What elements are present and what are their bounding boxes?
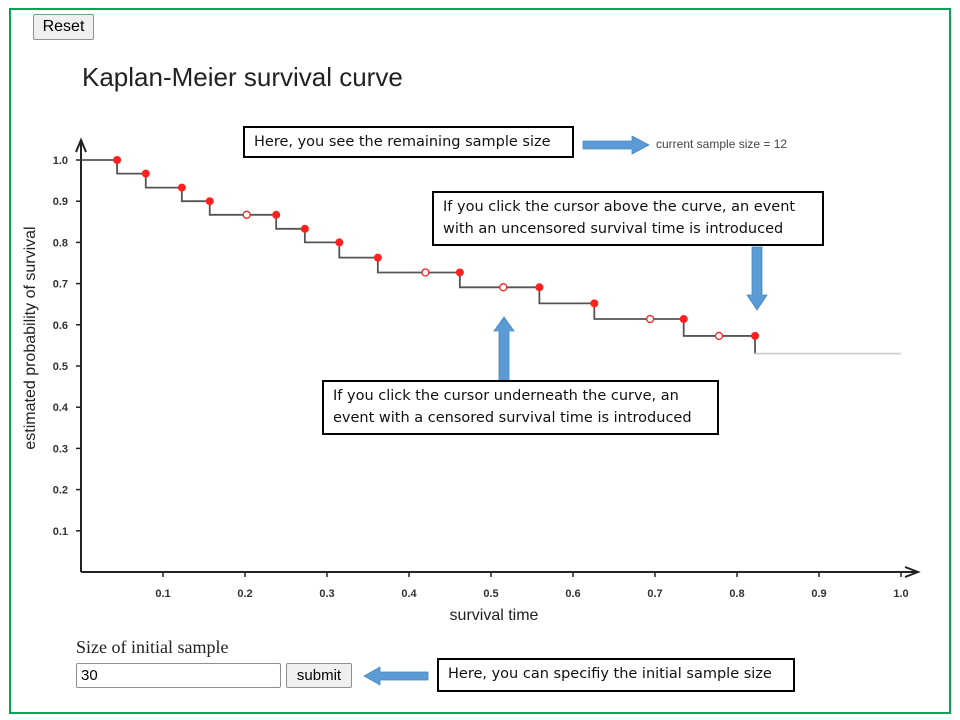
- uncensored-event-marker: [455, 268, 464, 277]
- down-arrow-icon: [746, 246, 768, 311]
- survival-curve: [81, 159, 901, 355]
- y-tick-label: 1.0: [53, 155, 68, 167]
- y-tick-label: 0.8: [53, 237, 68, 249]
- x-tick-label: 0.6: [565, 588, 580, 600]
- y-axis-label: estimated probability of survival: [22, 226, 39, 449]
- y-tick-label: 0.9: [53, 196, 68, 208]
- uncensored-event-marker: [335, 238, 344, 247]
- censored-event-marker: [714, 331, 724, 341]
- y-tick-label: 0.2: [53, 485, 68, 497]
- uncensored-event-marker: [373, 253, 382, 262]
- x-axis-label: survival time: [450, 607, 539, 624]
- censored-event-marker: [421, 268, 430, 277]
- callout-above-curve: If you click the cursor above the curve,…: [432, 191, 824, 246]
- uncensored-event-marker: [751, 331, 760, 340]
- callout-below-curve: If you click the cursor underneath the c…: [322, 380, 719, 435]
- x-tick-label: 0.3: [319, 588, 334, 600]
- initial-sample-input[interactable]: [76, 663, 281, 688]
- uncensored-event-marker: [205, 197, 214, 206]
- y-tick-label: 0.1: [53, 526, 68, 538]
- uncensored-event-marker: [177, 183, 186, 192]
- censored-event-marker: [645, 314, 655, 324]
- y-tick-label: 0.5: [53, 361, 68, 373]
- y-axis-arrowhead-icon: [75, 137, 87, 153]
- up-arrow-icon: [493, 316, 515, 381]
- y-tick-label: 0.7: [53, 279, 68, 291]
- uncensored-event-marker: [300, 224, 309, 233]
- uncensored-event-marker: [679, 315, 688, 324]
- x-tick-label: 0.5: [483, 588, 498, 600]
- uncensored-event-marker: [535, 283, 544, 292]
- x-tick-label: 1.0: [893, 588, 908, 600]
- axes: 0.1 0.2 0.3 0.4 0.5 0.6 0.7 0.8 0.9 1.0 0.1 0.2 0.3 0…: [53, 137, 921, 600]
- current-sample-size: current sample size = 12: [656, 137, 788, 151]
- uncensored-event-marker: [141, 169, 150, 178]
- left-arrow-icon: [363, 666, 429, 686]
- x-tick-label: 0.9: [811, 588, 826, 600]
- uncensored-event-marker: [590, 299, 599, 308]
- x-tick-label: 0.4: [401, 588, 417, 600]
- annotation-arrows: [363, 135, 768, 686]
- chart-title: Kaplan-Meier survival curve: [82, 62, 403, 92]
- app-frame: [9, 8, 951, 714]
- y-tick-label: 0.3: [53, 443, 68, 455]
- callout-initial-size: Here, you can specifiy the initial sampl…: [437, 658, 795, 692]
- x-tick-label: 0.1: [155, 588, 170, 600]
- x-tick-label: 0.8: [729, 588, 744, 600]
- y-tick-label: 0.4: [53, 402, 69, 414]
- event-markers: [113, 156, 760, 341]
- right-arrow-icon: [582, 135, 650, 155]
- x-tick-label: 0.7: [647, 588, 662, 600]
- initial-sample-label: Size of initial sample: [76, 637, 229, 657]
- uncensored-event-marker: [113, 156, 122, 164]
- censored-event-marker: [242, 210, 251, 219]
- x-axis-arrowhead-icon: [904, 566, 921, 578]
- censored-event-marker: [499, 283, 508, 292]
- reset-button[interactable]: Reset: [33, 14, 94, 40]
- y-tick-label: 0.6: [53, 320, 68, 332]
- submit-button[interactable]: submit: [286, 663, 352, 688]
- callout-sample-size: Here, you see the remaining sample size: [243, 126, 574, 158]
- x-tick-label: 0.2: [237, 588, 252, 600]
- uncensored-event-marker: [272, 210, 281, 219]
